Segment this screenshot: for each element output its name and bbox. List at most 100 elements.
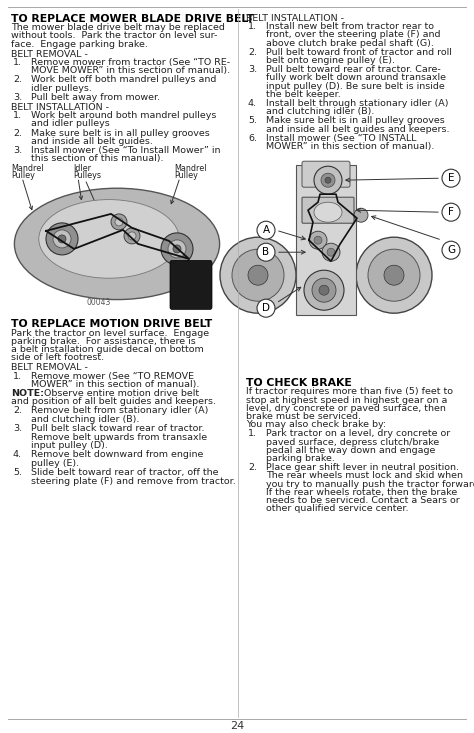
Text: and inside all belt guides and keepers.: and inside all belt guides and keepers. <box>266 125 449 133</box>
Text: and inside all belt guides.: and inside all belt guides. <box>31 137 153 146</box>
Text: 2.: 2. <box>248 463 257 472</box>
Circle shape <box>327 248 335 257</box>
Circle shape <box>257 299 275 317</box>
Circle shape <box>220 237 296 313</box>
Text: Pulley: Pulley <box>174 172 198 180</box>
Text: and idler pulleys: and idler pulleys <box>31 119 110 128</box>
Text: input pulley (D).: input pulley (D). <box>31 441 108 450</box>
Circle shape <box>368 249 420 301</box>
Text: steering plate (F) and remove from tractor.: steering plate (F) and remove from tract… <box>31 476 236 485</box>
Text: 2.: 2. <box>13 406 22 416</box>
Text: Idler: Idler <box>73 164 91 174</box>
FancyBboxPatch shape <box>302 197 354 224</box>
Text: Install mower (See “To Install Mower” in: Install mower (See “To Install Mower” in <box>31 146 220 155</box>
Circle shape <box>309 231 327 249</box>
Text: a belt installation guide decal on bottom: a belt installation guide decal on botto… <box>11 345 204 354</box>
Text: 4.: 4. <box>248 99 257 108</box>
Text: this section of this manual).: this section of this manual). <box>31 154 164 163</box>
Text: brake must be serviced.: brake must be serviced. <box>246 412 361 421</box>
FancyBboxPatch shape <box>302 161 350 187</box>
Text: paved surface, depress clutch/brake: paved surface, depress clutch/brake <box>266 438 439 446</box>
Text: Pulleys: Pulleys <box>73 172 101 180</box>
Text: level, dry concrete or paved surface, then: level, dry concrete or paved surface, th… <box>246 404 446 413</box>
Text: and position of all belt guides and keepers.: and position of all belt guides and keep… <box>11 397 216 406</box>
Text: BELT INSTALLATION -: BELT INSTALLATION - <box>11 103 109 112</box>
Text: Mandrel: Mandrel <box>11 164 44 174</box>
Text: front, over the steering plate (F) and: front, over the steering plate (F) and <box>266 30 440 40</box>
Text: belt onto engine pulley (E).: belt onto engine pulley (E). <box>266 56 395 65</box>
Text: you try to manually push the tractor forward.: you try to manually push the tractor for… <box>266 479 474 489</box>
Text: 5.: 5. <box>13 468 22 477</box>
Text: A: A <box>263 225 270 235</box>
Circle shape <box>312 279 336 302</box>
Text: 3.: 3. <box>248 65 257 74</box>
Circle shape <box>325 177 331 183</box>
Text: D: D <box>262 303 270 313</box>
Circle shape <box>232 249 284 301</box>
Text: Observe entire motion drive belt: Observe entire motion drive belt <box>38 389 199 398</box>
Circle shape <box>115 218 123 226</box>
Text: needs to be serviced. Contact a Sears or: needs to be serviced. Contact a Sears or <box>266 496 460 505</box>
Text: Install mower (See “TO INSTALL: Install mower (See “TO INSTALL <box>266 134 417 143</box>
Text: Place gear shift lever in neutral position.: Place gear shift lever in neutral positi… <box>266 463 459 472</box>
Text: 1.: 1. <box>13 372 22 380</box>
Circle shape <box>442 203 460 221</box>
Text: Remove belt from stationary idler (A): Remove belt from stationary idler (A) <box>31 406 209 416</box>
Text: B: B <box>263 247 270 257</box>
Text: Remove mower from tractor (See “TO RE-: Remove mower from tractor (See “TO RE- <box>31 58 230 67</box>
Text: and clutching idler (B).: and clutching idler (B). <box>266 107 374 117</box>
Text: The mower blade drive belt may be replaced: The mower blade drive belt may be replac… <box>11 23 225 32</box>
Text: Remove belt downward from engine: Remove belt downward from engine <box>31 450 203 460</box>
Text: The rear wheels must lock and skid when: The rear wheels must lock and skid when <box>266 471 463 480</box>
Text: 1.: 1. <box>13 58 22 67</box>
Circle shape <box>442 241 460 259</box>
Text: Work belt off both mandrel pulleys and: Work belt off both mandrel pulleys and <box>31 75 216 84</box>
Circle shape <box>257 243 275 261</box>
Text: Pull belt away from mower.: Pull belt away from mower. <box>31 93 160 102</box>
Text: 24: 24 <box>230 721 244 731</box>
Text: parking brake.  For assistance, there is: parking brake. For assistance, there is <box>11 336 196 346</box>
Text: BELT REMOVAL -: BELT REMOVAL - <box>11 50 88 59</box>
Circle shape <box>314 236 322 244</box>
Circle shape <box>168 240 186 258</box>
Text: E: E <box>448 173 454 183</box>
Circle shape <box>321 173 335 187</box>
Circle shape <box>257 221 275 239</box>
Text: pulley (E).: pulley (E). <box>31 459 79 468</box>
Text: TO CHECK BRAKE: TO CHECK BRAKE <box>246 378 352 388</box>
Text: MOVE MOWER” in this section of manual).: MOVE MOWER” in this section of manual). <box>31 66 230 75</box>
Circle shape <box>442 169 460 187</box>
Text: Install new belt from tractor rear to: Install new belt from tractor rear to <box>266 22 434 32</box>
Text: Pull belt toward front of tractor and roll: Pull belt toward front of tractor and ro… <box>266 48 452 56</box>
Circle shape <box>354 208 368 222</box>
Text: 5.: 5. <box>248 117 257 125</box>
Circle shape <box>46 223 78 255</box>
Text: F: F <box>448 207 454 217</box>
Circle shape <box>384 265 404 285</box>
Text: 1.: 1. <box>248 430 257 438</box>
Text: 1.: 1. <box>13 111 22 120</box>
Circle shape <box>128 232 136 240</box>
Text: Install belt through stationary idler (A): Install belt through stationary idler (A… <box>266 99 448 108</box>
Text: Make sure belt is in all pulley grooves: Make sure belt is in all pulley grooves <box>31 128 210 138</box>
Text: 2.: 2. <box>248 48 257 56</box>
Text: the belt keeper.: the belt keeper. <box>266 90 341 99</box>
Circle shape <box>248 265 268 285</box>
Text: 1.: 1. <box>248 22 257 32</box>
Text: parking brake.: parking brake. <box>266 454 335 463</box>
Circle shape <box>304 270 344 310</box>
FancyBboxPatch shape <box>242 155 465 370</box>
Text: Remove belt upwards from transaxle: Remove belt upwards from transaxle <box>31 432 207 441</box>
Text: G: G <box>447 246 455 255</box>
Text: Work belt around both mandrel pulleys: Work belt around both mandrel pulleys <box>31 111 216 120</box>
Text: Slide belt toward rear of tractor, off the: Slide belt toward rear of tractor, off t… <box>31 468 219 477</box>
Text: face.  Engage parking brake.: face. Engage parking brake. <box>11 40 148 48</box>
Text: Pulley: Pulley <box>11 172 35 180</box>
Text: input pulley (D). Be sure belt is inside: input pulley (D). Be sure belt is inside <box>266 81 445 91</box>
Circle shape <box>58 235 66 243</box>
Text: above clutch brake pedal shaft (G).: above clutch brake pedal shaft (G). <box>266 39 434 48</box>
Ellipse shape <box>39 199 179 279</box>
Text: and clutching idler (B).: and clutching idler (B). <box>31 415 139 424</box>
Circle shape <box>161 233 193 265</box>
Text: If tractor requires more than five (5) feet to: If tractor requires more than five (5) f… <box>246 388 453 397</box>
